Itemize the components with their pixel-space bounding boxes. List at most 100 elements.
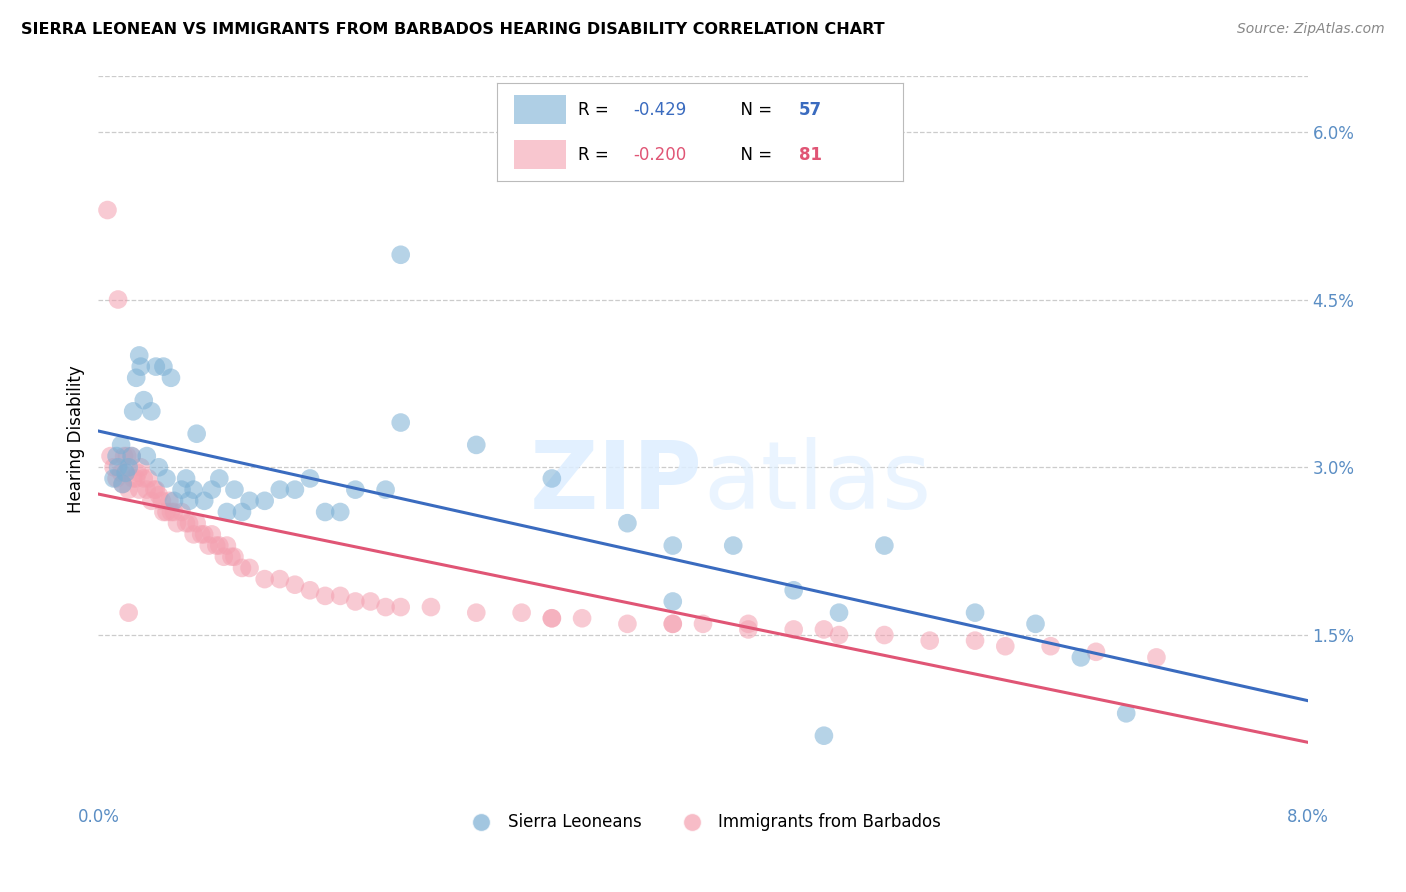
Sierra Leoneans [111,477,134,491]
Immigrants from Barbados [231,561,253,575]
Text: atlas: atlas [703,437,931,529]
Sierra Leoneans [299,471,322,485]
Immigrants from Barbados [1146,650,1168,665]
Immigrants from Barbados [186,516,208,531]
Sierra Leoneans [1115,706,1137,721]
Sierra Leoneans [239,493,262,508]
Sierra Leoneans [540,471,562,485]
Sierra Leoneans [201,483,224,497]
Sierra Leoneans [813,729,835,743]
Immigrants from Barbados [269,572,291,586]
Sierra Leoneans [661,539,683,553]
Immigrants from Barbados [155,505,177,519]
Sierra Leoneans [141,404,163,418]
Immigrants from Barbados [329,589,352,603]
Immigrants from Barbados [360,594,382,608]
Sierra Leoneans [783,583,806,598]
Sierra Leoneans [121,449,143,463]
Sierra Leoneans [128,348,150,362]
Sierra Leoneans [389,416,412,430]
Immigrants from Barbados [114,466,136,480]
Immigrants from Barbados [208,539,231,553]
Sierra Leoneans [224,483,246,497]
Immigrants from Barbados [132,471,155,485]
Immigrants from Barbados [96,202,118,217]
Immigrants from Barbados [692,616,714,631]
Sierra Leoneans [110,438,132,452]
Sierra Leoneans [389,248,412,262]
Sierra Leoneans [125,371,148,385]
Immigrants from Barbados [143,483,166,497]
Immigrants from Barbados [159,493,181,508]
Sierra Leoneans [129,359,152,374]
Immigrants from Barbados [1039,639,1062,653]
Immigrants from Barbados [994,639,1017,653]
Sierra Leoneans [114,466,136,480]
Sierra Leoneans [374,483,396,497]
Immigrants from Barbados [540,611,562,625]
Immigrants from Barbados [150,493,173,508]
Immigrants from Barbados [174,516,197,531]
Immigrants from Barbados [828,628,851,642]
Sierra Leoneans [329,505,352,519]
Immigrants from Barbados [127,466,149,480]
Immigrants from Barbados [221,549,243,564]
Sierra Leoneans [145,359,167,374]
Sierra Leoneans [148,460,170,475]
Immigrants from Barbados [122,471,145,485]
Sierra Leoneans [163,493,186,508]
Immigrants from Barbados [183,527,205,541]
Immigrants from Barbados [389,600,412,615]
Immigrants from Barbados [136,471,159,485]
Immigrants from Barbados [212,549,235,564]
Immigrants from Barbados [737,616,759,631]
Immigrants from Barbados [737,623,759,637]
Immigrants from Barbados [141,493,163,508]
Sierra Leoneans [103,471,125,485]
Sierra Leoneans [723,539,745,553]
Immigrants from Barbados [163,505,186,519]
Immigrants from Barbados [661,616,683,631]
Immigrants from Barbados [1085,645,1108,659]
Sierra Leoneans [135,449,157,463]
Text: Source: ZipAtlas.com: Source: ZipAtlas.com [1237,22,1385,37]
Sierra Leoneans [132,393,155,408]
Immigrants from Barbados [193,527,215,541]
Sierra Leoneans [314,505,336,519]
Sierra Leoneans [1025,616,1047,631]
Immigrants from Barbados [197,539,219,553]
Immigrants from Barbados [201,527,224,541]
Sierra Leoneans [174,471,197,485]
Sierra Leoneans [155,471,177,485]
Immigrants from Barbados [190,527,212,541]
Immigrants from Barbados [540,611,562,625]
Sierra Leoneans [118,460,141,475]
Immigrants from Barbados [107,293,129,307]
Sierra Leoneans [183,483,205,497]
Sierra Leoneans [215,505,238,519]
Immigrants from Barbados [299,583,322,598]
Immigrants from Barbados [239,561,262,575]
Sierra Leoneans [465,438,488,452]
Sierra Leoneans [253,493,276,508]
Immigrants from Barbados [115,449,138,463]
Sierra Leoneans [284,483,307,497]
Immigrants from Barbados [160,505,183,519]
Immigrants from Barbados [284,578,307,592]
Sierra Leoneans [208,471,231,485]
Sierra Leoneans [152,359,174,374]
Immigrants from Barbados [118,606,141,620]
Sierra Leoneans [186,426,208,441]
Text: ZIP: ZIP [530,437,703,529]
Immigrants from Barbados [170,505,193,519]
Sierra Leoneans [269,483,291,497]
Sierra Leoneans [105,449,128,463]
Immigrants from Barbados [374,600,396,615]
Immigrants from Barbados [118,483,141,497]
Immigrants from Barbados [314,589,336,603]
Immigrants from Barbados [253,572,276,586]
Immigrants from Barbados [661,616,683,631]
Immigrants from Barbados [148,488,170,502]
Sierra Leoneans [1070,650,1092,665]
Sierra Leoneans [122,404,145,418]
